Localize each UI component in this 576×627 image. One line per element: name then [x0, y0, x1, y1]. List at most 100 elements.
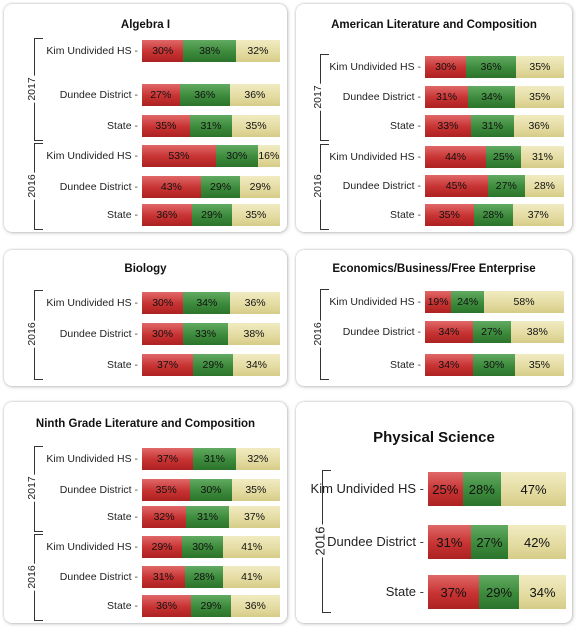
stacked-bar: 31% 28% 41%	[142, 566, 280, 588]
bar-segment: 34%	[468, 86, 516, 108]
year-label: 2017	[26, 474, 38, 502]
bar-segment: 27%	[470, 525, 509, 559]
segment-value: 47%	[520, 481, 547, 497]
row-label: Kim Undivided HS	[46, 45, 138, 57]
row-label: State	[390, 120, 421, 132]
bar-segment: 41%	[223, 536, 280, 558]
segment-value: 29%	[200, 600, 222, 612]
segment-value: 36%	[244, 600, 266, 612]
bar-segment: 38%	[183, 40, 236, 62]
segment-value: 36%	[244, 297, 266, 309]
stacked-bar: 34% 30% 35%	[425, 354, 564, 376]
bar-segment: 36%	[179, 84, 230, 106]
year-label: 2016	[312, 524, 328, 557]
stacked-bar: 34% 27% 38%	[425, 321, 564, 343]
bar-segment: 29%	[240, 176, 280, 198]
bar-segment: 35%	[514, 354, 564, 376]
chart-panel: Biology Kim Undivided HS 30% 34% 36% Dundee D…	[4, 250, 287, 386]
segment-value: 29%	[210, 181, 232, 193]
bar-segment: 31%	[428, 525, 471, 559]
chart-panel: Physical Science Kim Undivided HS 25% 28% 47…	[296, 402, 572, 623]
bar-segment: 33%	[182, 323, 229, 345]
stacked-bar: 30% 38% 32%	[142, 40, 280, 62]
segment-value: 31%	[200, 120, 222, 132]
bar-segment: 28%	[184, 566, 224, 588]
year-label: 2016	[312, 319, 324, 348]
year-label: 2016	[26, 171, 38, 200]
bar-segment: 36%	[142, 204, 192, 226]
segment-value: 35%	[529, 61, 551, 73]
stacked-bar: 37% 29% 34%	[142, 354, 280, 376]
segment-value: 28%	[482, 209, 504, 221]
stacked-bar: 37% 29% 34%	[428, 575, 566, 609]
chart-title: Economics/Business/Free Enterprise	[332, 263, 536, 276]
bar-segment: 34%	[519, 575, 566, 609]
segment-value: 31%	[152, 571, 174, 583]
bar-segment: 16%	[257, 145, 280, 167]
row-label: Kim Undivided HS	[46, 150, 138, 162]
bar-segment: 29%	[479, 575, 520, 609]
stacked-bar: 44% 25% 31%	[425, 146, 564, 168]
chart-panel: American Literature and Composition Kim U…	[296, 4, 572, 232]
bar-segment: 44%	[425, 146, 487, 168]
segment-value: 28%	[534, 180, 556, 192]
row-label: Kim Undivided HS	[329, 296, 421, 308]
stacked-bar: 25% 28% 47%	[428, 472, 566, 506]
segment-value: 33%	[195, 328, 217, 340]
bar-segment: 29%	[200, 176, 241, 198]
segment-value: 38%	[199, 45, 221, 57]
bar-segment: 31%	[186, 506, 229, 528]
row-label: State	[390, 359, 421, 371]
stacked-bar: 30% 33% 38%	[142, 323, 280, 345]
row-label: State	[107, 359, 138, 371]
segment-value: 37%	[527, 209, 549, 221]
segment-value: 29%	[249, 181, 271, 193]
segment-value: 38%	[526, 326, 548, 338]
bar-segment: 32%	[235, 448, 280, 470]
row-label: Dundee District	[343, 91, 421, 103]
segment-value: 19%	[427, 296, 449, 308]
stacked-bar: 43% 29% 29%	[142, 176, 280, 198]
stacked-bar: 37% 31% 32%	[142, 448, 280, 470]
row-label: Dundee District	[60, 571, 138, 583]
bar-segment: 35%	[142, 479, 191, 501]
bar-segment: 31%	[193, 448, 236, 470]
bar-segment: 36%	[230, 292, 280, 314]
stacked-bar: 45% 27% 28%	[425, 175, 564, 197]
bar-segment: 35%	[425, 204, 474, 226]
bar-segment: 29%	[193, 354, 234, 376]
bar-segment: 35%	[232, 115, 280, 137]
bar-segment: 24%	[451, 291, 485, 313]
segment-value: 37%	[243, 511, 265, 523]
segment-value: 35%	[245, 484, 267, 496]
bar-segment: 34%	[233, 354, 280, 376]
bar-segment: 36%	[513, 115, 564, 137]
row-label: Dundee District	[343, 180, 421, 192]
segment-value: 31%	[436, 534, 463, 550]
segment-value: 35%	[245, 209, 267, 221]
row-label: Dundee District	[327, 534, 424, 549]
segment-value: 30%	[200, 484, 222, 496]
bar-segment: 37%	[512, 204, 564, 226]
segment-value: 34%	[529, 584, 556, 600]
row-label: Kim Undivided HS	[311, 481, 424, 496]
segment-value: 53%	[168, 150, 190, 162]
segment-value: 24%	[457, 296, 479, 308]
segment-value: 34%	[438, 326, 460, 338]
bar-segment: 28%	[462, 472, 502, 506]
segment-value: 30%	[151, 328, 173, 340]
year-label: 2016	[26, 320, 38, 348]
stacked-bar: 31% 34% 35%	[425, 86, 564, 108]
segment-value: 28%	[193, 571, 215, 583]
bar-segment: 35%	[515, 86, 564, 108]
chart-panel: Economics/Business/Free Enterprise Kim Un…	[296, 250, 572, 386]
stacked-bar: 30% 34% 36%	[142, 292, 280, 314]
bar-segment: 36%	[466, 56, 516, 78]
year-label: 2016	[312, 172, 324, 200]
stacked-bar: 35% 28% 37%	[425, 204, 564, 226]
segment-value: 27%	[476, 534, 503, 550]
segment-value: 31%	[531, 151, 553, 163]
row-label: Dundee District	[60, 89, 138, 101]
bar-segment: 30%	[190, 479, 232, 501]
bar-segment: 31%	[470, 115, 514, 137]
